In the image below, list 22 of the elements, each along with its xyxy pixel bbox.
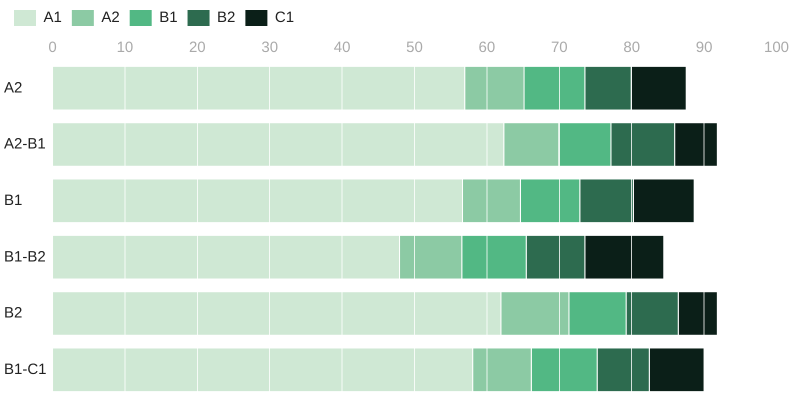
legend-label: A1 <box>44 9 62 26</box>
x-tick-label: 10 <box>116 39 134 56</box>
y-tick-label: B1 <box>4 192 22 209</box>
x-tick-label: 90 <box>696 39 712 56</box>
x-tick-label: 70 <box>550 39 568 56</box>
legend-label: C1 <box>274 9 294 26</box>
y-tick-label: B1-B2 <box>4 248 46 266</box>
x-tick-label: 30 <box>261 39 278 56</box>
x-tick-label: 100 <box>764 39 789 56</box>
legend-label: B1 <box>159 9 178 26</box>
x-tick-label: 50 <box>406 39 423 56</box>
y-tick-label: B1-C1 <box>4 360 47 378</box>
y-tick-label: A2-B1 <box>4 136 46 153</box>
x-tick-label: 60 <box>478 39 496 56</box>
x-tick-label: 80 <box>623 39 640 56</box>
legend-label: A2 <box>101 9 120 26</box>
legend-label: B2 <box>217 9 236 26</box>
y-tick-label: A2 <box>4 79 22 96</box>
x-tick-label: 40 <box>334 39 350 56</box>
x-tick-label: 0 <box>48 39 57 56</box>
x-tick-label: 20 <box>188 39 206 56</box>
y-tick-label: B2 <box>4 304 22 322</box>
